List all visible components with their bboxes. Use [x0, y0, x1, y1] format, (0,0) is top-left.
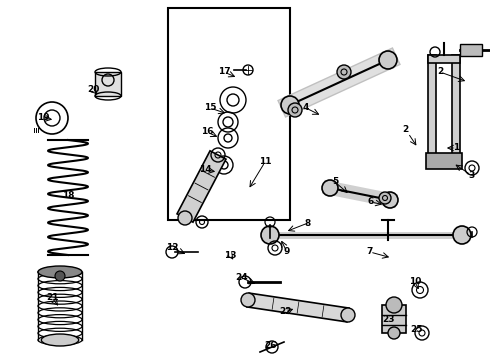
Polygon shape [177, 151, 226, 222]
Text: 3: 3 [468, 171, 474, 180]
Text: 2: 2 [402, 126, 408, 135]
Text: 11: 11 [259, 158, 271, 166]
Circle shape [322, 180, 338, 196]
Circle shape [382, 192, 398, 208]
Text: 8: 8 [305, 219, 311, 228]
Text: 9: 9 [284, 248, 290, 256]
Text: 17: 17 [218, 68, 230, 77]
Text: 23: 23 [382, 315, 394, 324]
Circle shape [341, 308, 355, 322]
Text: 7: 7 [367, 248, 373, 256]
Text: 15: 15 [204, 104, 216, 112]
Text: 14: 14 [198, 166, 211, 175]
Text: 1: 1 [453, 144, 459, 153]
Text: 26: 26 [264, 341, 276, 350]
Bar [428, 55, 460, 63]
Text: 24: 24 [236, 274, 248, 283]
Circle shape [379, 51, 397, 69]
Bar [95, 72, 121, 96]
Text: 21: 21 [46, 293, 58, 302]
Text: 18: 18 [62, 190, 74, 199]
Ellipse shape [41, 334, 79, 346]
Bar [460, 44, 482, 56]
Bar [452, 55, 460, 155]
Text: 6: 6 [368, 198, 374, 207]
Circle shape [281, 96, 299, 114]
Circle shape [178, 211, 192, 225]
Ellipse shape [38, 266, 82, 278]
Circle shape [288, 103, 302, 117]
Circle shape [55, 271, 65, 281]
Text: 22: 22 [279, 307, 291, 316]
Bar [428, 55, 436, 155]
Text: 10: 10 [409, 278, 421, 287]
Circle shape [241, 293, 255, 307]
Circle shape [261, 226, 279, 244]
Circle shape [337, 65, 351, 79]
Text: 13: 13 [224, 251, 236, 260]
Bar [426, 153, 462, 169]
Text: 12: 12 [166, 243, 178, 252]
Circle shape [386, 297, 402, 313]
Polygon shape [247, 293, 349, 322]
Bar [382, 305, 406, 333]
Text: 5: 5 [332, 177, 338, 186]
Bar [168, 8, 290, 220]
Text: 2: 2 [437, 68, 443, 77]
Text: 16: 16 [201, 127, 213, 136]
Text: 20: 20 [87, 85, 99, 94]
Circle shape [379, 192, 391, 204]
Circle shape [453, 226, 471, 244]
Text: 4: 4 [303, 104, 309, 112]
Text: 25: 25 [410, 325, 422, 334]
Circle shape [388, 327, 400, 339]
Text: 19: 19 [37, 113, 49, 122]
